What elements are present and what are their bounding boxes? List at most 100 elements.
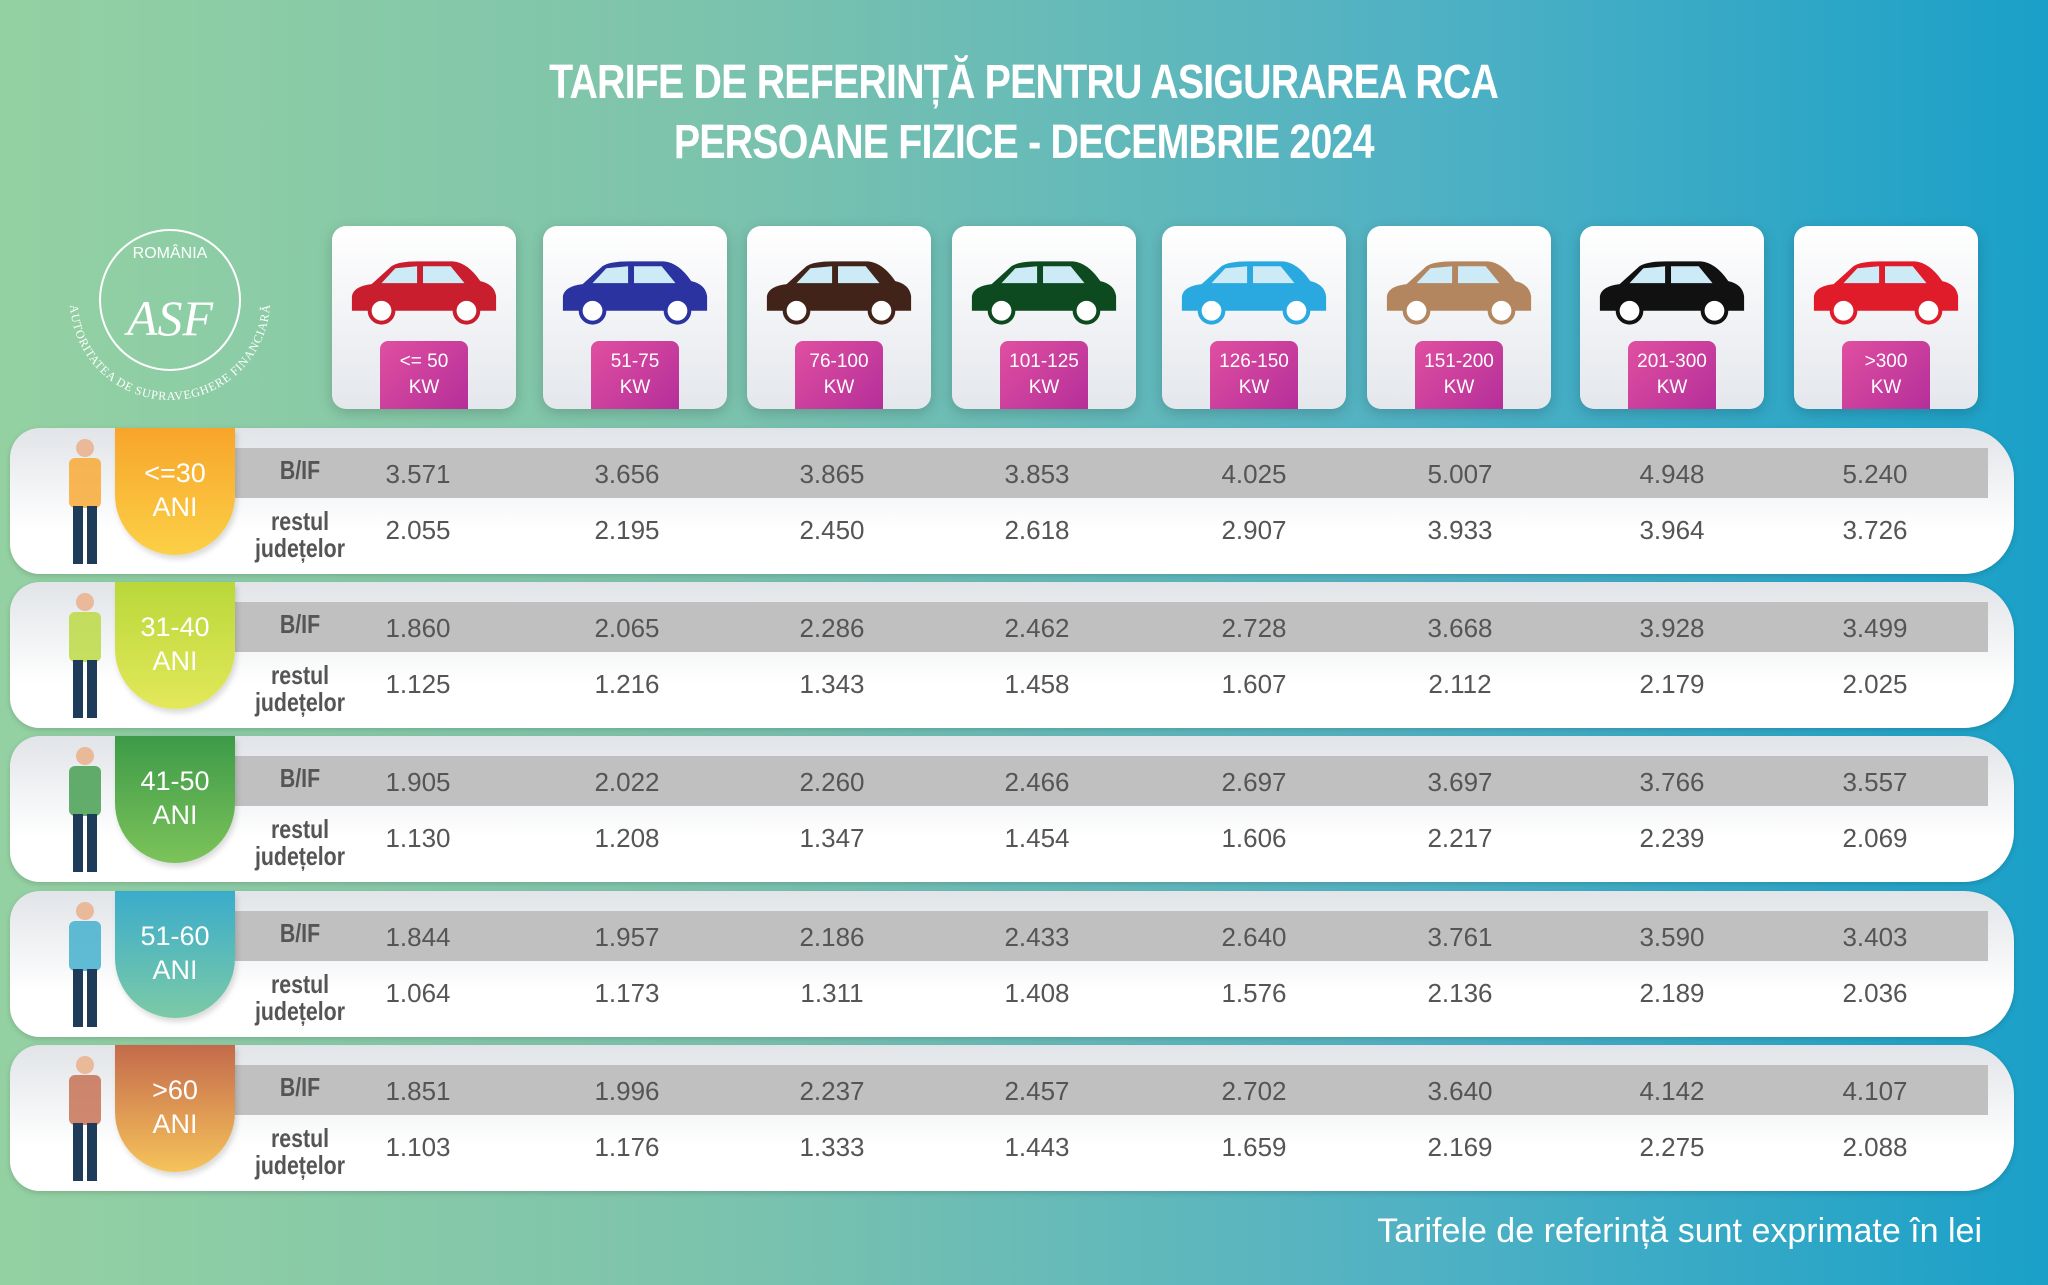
rest-value: 2.036 bbox=[1842, 978, 1908, 1008]
rest-label-line1: restul bbox=[270, 814, 330, 844]
power-class-label: 101-125 KW bbox=[1000, 341, 1088, 409]
bif-value: 4.025 bbox=[1221, 459, 1287, 489]
rest-value: 2.169 bbox=[1427, 1132, 1493, 1162]
rest-label-line2: județelor bbox=[254, 1150, 346, 1180]
rest-value: 1.208 bbox=[594, 823, 660, 853]
power-class-card: 201-300 KW bbox=[1580, 226, 1764, 409]
rest-label: restul județelor bbox=[244, 971, 356, 1025]
bif-label: B/IF bbox=[279, 455, 321, 485]
bif-value: 3.928 bbox=[1639, 613, 1705, 643]
rest-label-line1: restul bbox=[270, 660, 330, 690]
age-range: >60 bbox=[152, 1075, 198, 1105]
bif-value: 1.996 bbox=[594, 1076, 660, 1106]
rest-label-line2: județelor bbox=[254, 996, 346, 1026]
age-range: <=30 bbox=[144, 458, 206, 488]
bif-label: B/IF bbox=[279, 918, 321, 948]
age-group-row: <=30 ANI B/IF restul județelor 3.571 3.656 3.… bbox=[10, 428, 2014, 574]
bif-label: B/IF bbox=[279, 1072, 321, 1102]
power-class-card: 101-125 KW bbox=[952, 226, 1136, 409]
age-unit: ANI bbox=[152, 955, 198, 985]
bif-band bbox=[235, 602, 1988, 652]
rest-value: 1.454 bbox=[1004, 823, 1070, 853]
power-class-card: >300 KW bbox=[1794, 226, 1978, 409]
power-unit: KW bbox=[619, 377, 651, 398]
power-range: 76-100 bbox=[809, 351, 869, 372]
bif-value: 3.640 bbox=[1427, 1076, 1493, 1106]
power-unit: KW bbox=[408, 377, 440, 398]
power-unit: KW bbox=[1238, 377, 1270, 398]
van-icon bbox=[971, 261, 1117, 325]
hatchback-icon bbox=[562, 261, 708, 325]
power-range: 201-300 bbox=[1637, 351, 1707, 372]
rest-value: 2.217 bbox=[1427, 823, 1493, 853]
power-unit: KW bbox=[1870, 377, 1902, 398]
bif-value: 3.697 bbox=[1427, 767, 1493, 797]
power-unit: KW bbox=[1028, 377, 1060, 398]
bif-value: 3.865 bbox=[799, 459, 865, 489]
bif-value: 3.557 bbox=[1842, 767, 1908, 797]
logo-monogram: ASF bbox=[124, 290, 214, 346]
age-group-row: 51-60 ANI B/IF restul județelor 1.844 1.957 2… bbox=[10, 891, 2014, 1037]
age-group-row: 31-40 ANI B/IF restul județelor 1.860 2.065 2… bbox=[10, 582, 2014, 728]
age-unit: ANI bbox=[152, 646, 198, 676]
power-class-label: 126-150 KW bbox=[1210, 341, 1298, 409]
power-range: >300 bbox=[1864, 351, 1908, 372]
sedan-icon bbox=[766, 261, 912, 325]
convertible-icon bbox=[1599, 261, 1745, 325]
rest-label-line1: restul bbox=[270, 506, 330, 536]
rest-value: 2.450 bbox=[799, 515, 865, 545]
power-class-label: 51-75 KW bbox=[591, 341, 679, 409]
rest-value: 3.726 bbox=[1842, 515, 1908, 545]
rest-value: 1.173 bbox=[594, 978, 660, 1008]
age-group-row: 41-50 ANI B/IF restul județelor 1.905 2.022 2… bbox=[10, 736, 2014, 882]
rest-value: 1.659 bbox=[1221, 1132, 1287, 1162]
rest-value: 2.239 bbox=[1639, 823, 1705, 853]
power-unit: KW bbox=[1656, 377, 1688, 398]
rest-value: 1.064 bbox=[385, 978, 451, 1008]
rest-value: 3.933 bbox=[1427, 515, 1493, 545]
rest-value: 1.607 bbox=[1221, 669, 1287, 699]
bif-value: 1.957 bbox=[594, 922, 660, 952]
rest-value: 1.125 bbox=[385, 669, 451, 699]
bif-value: 3.766 bbox=[1639, 767, 1705, 797]
bif-value: 2.065 bbox=[594, 613, 660, 643]
age-range: 41-50 bbox=[140, 766, 210, 796]
logo-country: ROMÂNIA bbox=[133, 243, 208, 262]
title-line-1: TARIFE DE REFERINȚĂ PENTRU ASIGURAREA RC… bbox=[0, 55, 2048, 110]
power-range: 151-200 bbox=[1424, 351, 1494, 372]
rest-value: 2.189 bbox=[1639, 978, 1705, 1008]
bif-band bbox=[235, 1065, 1988, 1115]
bif-value: 3.590 bbox=[1639, 922, 1705, 952]
bif-value: 2.702 bbox=[1221, 1076, 1287, 1106]
bif-label: B/IF bbox=[279, 609, 321, 639]
bif-value: 1.851 bbox=[385, 1076, 451, 1106]
bif-value: 2.237 bbox=[799, 1076, 865, 1106]
bif-value: 2.260 bbox=[799, 767, 865, 797]
bif-value: 3.499 bbox=[1842, 613, 1908, 643]
bif-label: B/IF bbox=[279, 763, 321, 793]
bif-value: 2.466 bbox=[1004, 767, 1070, 797]
rest-label-line2: județelor bbox=[254, 841, 346, 871]
rest-label-line1: restul bbox=[270, 969, 330, 999]
bif-band bbox=[235, 448, 1988, 498]
age-unit: ANI bbox=[152, 1109, 198, 1139]
age-tab: 41-50 ANI bbox=[115, 736, 235, 863]
rest-label: restul județelor bbox=[244, 816, 356, 870]
bif-band bbox=[235, 911, 1988, 961]
rest-value: 1.408 bbox=[1004, 978, 1070, 1008]
rest-label-line2: județelor bbox=[254, 533, 346, 563]
rest-label-line1: restul bbox=[270, 1123, 330, 1153]
rest-value: 1.343 bbox=[799, 669, 865, 699]
rest-label: restul județelor bbox=[244, 508, 356, 562]
power-class-card: <= 50 KW bbox=[332, 226, 516, 409]
power-class-label: <= 50 KW bbox=[380, 341, 468, 409]
rest-value: 1.130 bbox=[385, 823, 451, 853]
bif-value: 5.007 bbox=[1427, 459, 1493, 489]
bif-value: 2.728 bbox=[1221, 613, 1287, 643]
bif-value: 2.022 bbox=[594, 767, 660, 797]
bif-value: 3.668 bbox=[1427, 613, 1493, 643]
suv-icon bbox=[1386, 261, 1532, 325]
bif-value: 4.107 bbox=[1842, 1076, 1908, 1106]
bif-band bbox=[235, 756, 1988, 806]
rest-value: 1.333 bbox=[799, 1132, 865, 1162]
